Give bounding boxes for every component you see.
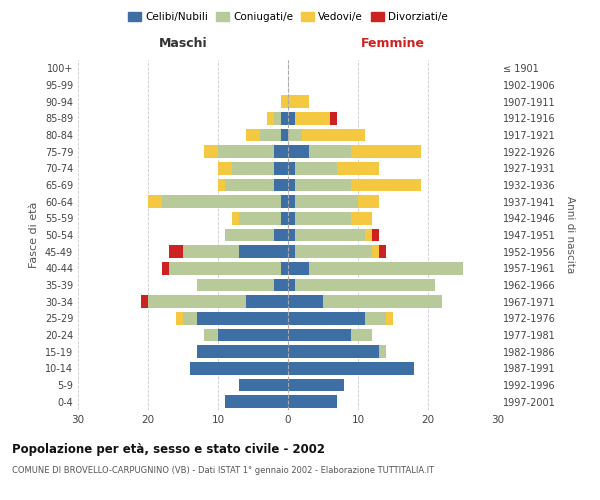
Bar — [197, 279, 274, 291]
Bar — [141, 296, 148, 308]
Bar — [267, 112, 274, 124]
Bar — [365, 312, 386, 324]
Bar — [239, 246, 288, 258]
Bar — [281, 112, 288, 124]
Bar — [218, 146, 274, 158]
Bar — [288, 329, 351, 341]
Bar — [148, 296, 246, 308]
Bar — [386, 312, 393, 324]
Bar — [295, 229, 365, 241]
Bar — [274, 146, 288, 158]
Bar — [218, 329, 288, 341]
Bar — [169, 246, 183, 258]
Bar — [288, 212, 295, 224]
Bar — [288, 362, 414, 374]
Bar — [232, 212, 239, 224]
Bar — [281, 196, 288, 208]
Bar — [309, 146, 351, 158]
Bar — [162, 262, 169, 274]
Bar — [302, 129, 365, 141]
Bar — [379, 346, 386, 358]
Bar — [246, 129, 260, 141]
Bar — [288, 179, 295, 192]
Bar — [274, 279, 288, 291]
Bar — [288, 112, 295, 124]
Bar — [218, 162, 232, 174]
Bar — [288, 346, 379, 358]
Y-axis label: Fasce di età: Fasce di età — [29, 202, 39, 268]
Bar — [288, 296, 323, 308]
Text: Femmine: Femmine — [361, 37, 425, 50]
Bar — [288, 229, 295, 241]
Bar — [218, 179, 225, 192]
Bar — [274, 229, 288, 241]
Bar — [260, 129, 281, 141]
Bar — [281, 212, 288, 224]
Bar — [232, 162, 274, 174]
Bar — [197, 346, 288, 358]
Bar — [358, 196, 379, 208]
Bar — [225, 229, 274, 241]
Bar — [274, 162, 288, 174]
Bar — [295, 162, 337, 174]
Bar — [288, 146, 309, 158]
Text: Popolazione per età, sesso e stato civile - 2002: Popolazione per età, sesso e stato civil… — [12, 442, 325, 456]
Bar — [274, 112, 281, 124]
Bar — [365, 229, 372, 241]
Bar — [204, 329, 218, 341]
Bar — [190, 362, 288, 374]
Bar — [281, 96, 288, 108]
Bar — [379, 246, 386, 258]
Bar — [309, 262, 463, 274]
Bar — [372, 229, 379, 241]
Legend: Celibi/Nubili, Coniugati/e, Vedovi/e, Divorziati/e: Celibi/Nubili, Coniugati/e, Vedovi/e, Di… — [124, 8, 452, 26]
Bar — [288, 279, 295, 291]
Bar — [295, 279, 435, 291]
Bar — [239, 379, 288, 391]
Bar — [288, 162, 295, 174]
Bar — [288, 312, 365, 324]
Bar — [351, 146, 421, 158]
Bar — [295, 179, 351, 192]
Bar — [288, 129, 302, 141]
Bar — [204, 146, 218, 158]
Bar — [246, 296, 288, 308]
Y-axis label: Anni di nascita: Anni di nascita — [565, 196, 575, 274]
Bar — [323, 296, 442, 308]
Bar — [281, 129, 288, 141]
Bar — [351, 212, 372, 224]
Bar — [295, 246, 372, 258]
Bar — [225, 179, 274, 192]
Bar — [295, 112, 330, 124]
Bar — [288, 96, 309, 108]
Bar — [288, 196, 295, 208]
Bar — [295, 196, 358, 208]
Bar — [162, 196, 281, 208]
Bar — [176, 312, 183, 324]
Bar — [225, 396, 288, 408]
Bar — [148, 196, 162, 208]
Bar — [288, 262, 309, 274]
Bar — [183, 246, 239, 258]
Bar — [295, 212, 351, 224]
Bar — [288, 396, 337, 408]
Bar — [169, 262, 281, 274]
Bar — [288, 379, 344, 391]
Bar — [372, 246, 379, 258]
Bar — [281, 262, 288, 274]
Bar — [239, 212, 281, 224]
Bar — [183, 312, 197, 324]
Bar — [288, 246, 295, 258]
Bar — [351, 329, 372, 341]
Bar — [330, 112, 337, 124]
Bar — [337, 162, 379, 174]
Bar — [274, 179, 288, 192]
Text: Maschi: Maschi — [158, 37, 208, 50]
Bar — [351, 179, 421, 192]
Text: COMUNE DI BROVELLO-CARPUGNINO (VB) - Dati ISTAT 1° gennaio 2002 - Elaborazione T: COMUNE DI BROVELLO-CARPUGNINO (VB) - Dat… — [12, 466, 434, 475]
Bar — [197, 312, 288, 324]
